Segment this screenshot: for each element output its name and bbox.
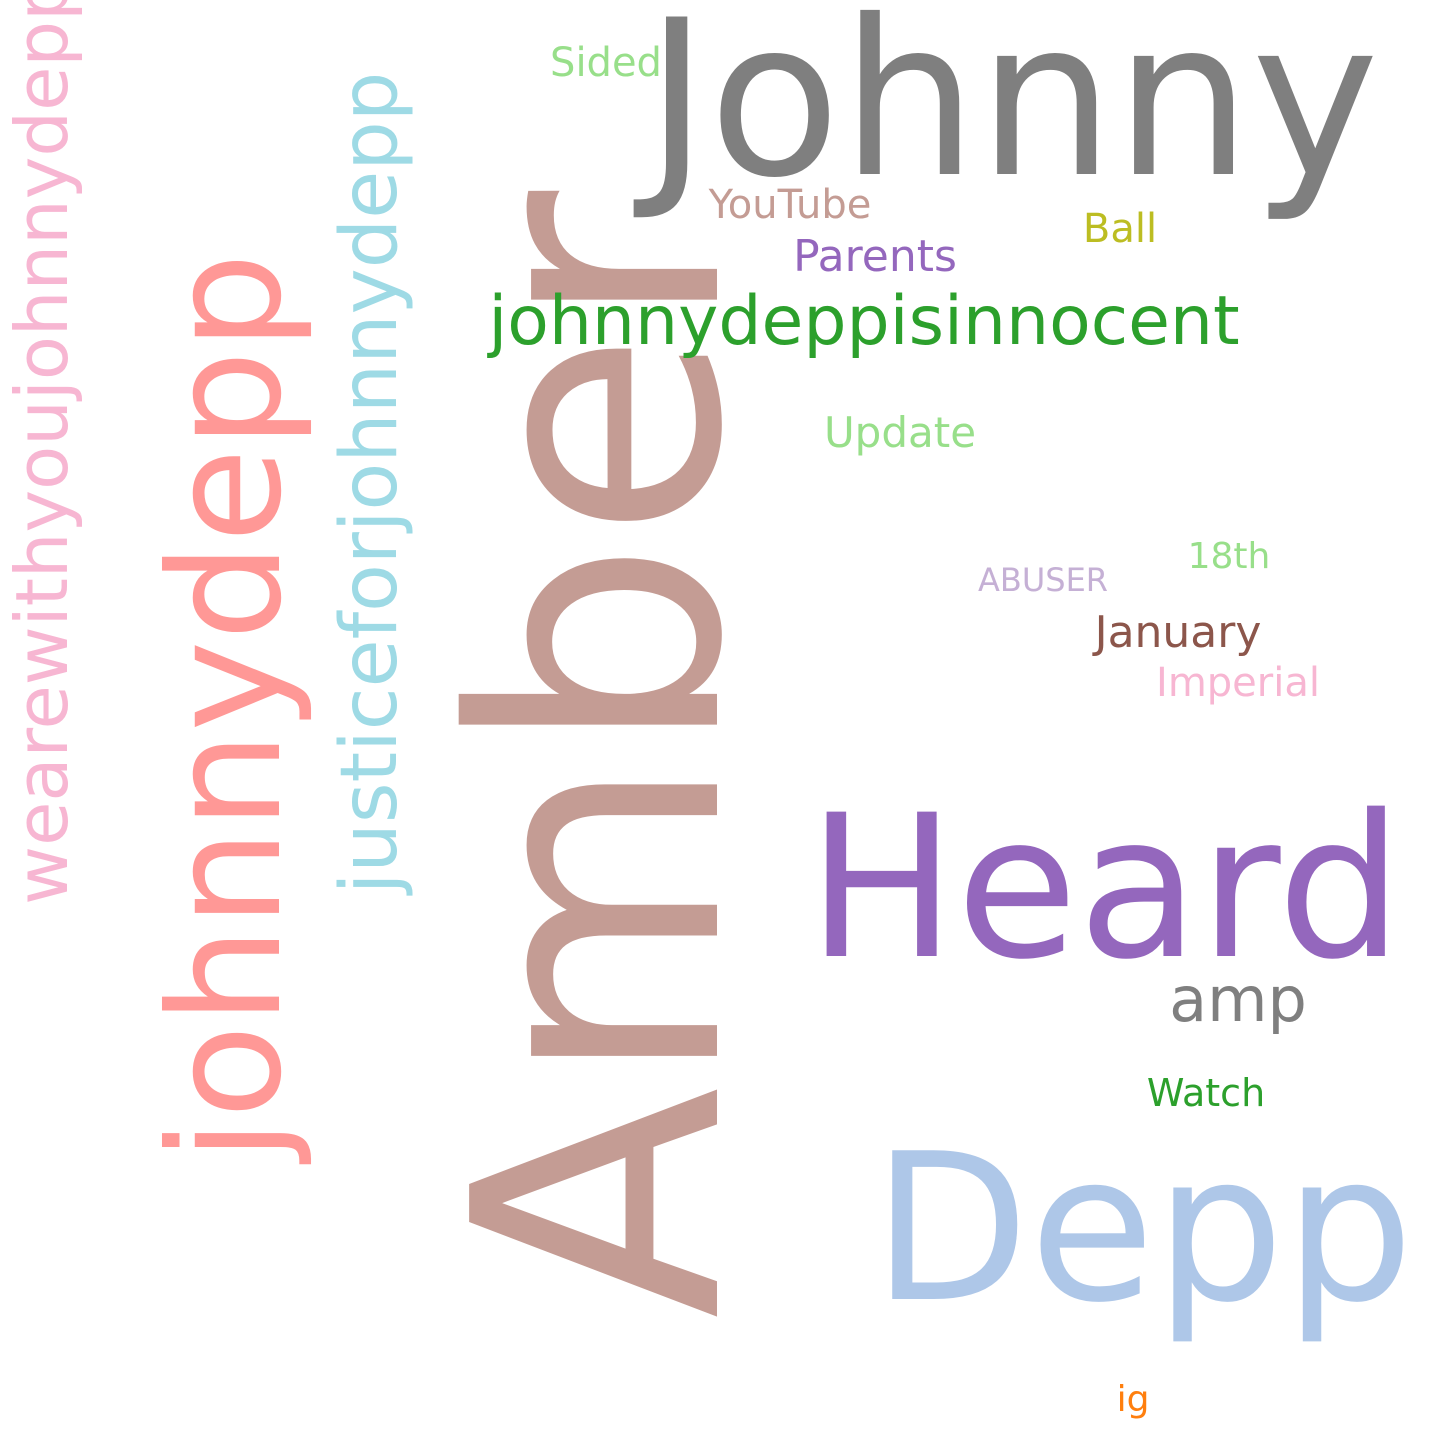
word-johnny: Johnny xyxy=(644,0,1380,225)
word-imperial: Imperial xyxy=(1156,660,1320,706)
word-youtube: YouTube xyxy=(708,182,872,228)
word-watch: Watch xyxy=(1146,1071,1266,1115)
word-wearewithyoujohnnydepp: wearewithyoujohnnydepp xyxy=(0,0,84,905)
word-johnnydeppisinnocent: johnnydeppisinnocent xyxy=(488,282,1240,361)
word-justiceforjohnnydepp: justiceforjohnnydepp xyxy=(325,71,415,895)
word-ball: Ball xyxy=(1082,206,1158,252)
word-update: Update xyxy=(823,408,977,457)
word-18th: 18th xyxy=(1187,536,1271,577)
word-abuser: ABUSER xyxy=(977,561,1109,599)
word-sided: Sided xyxy=(550,40,662,86)
word-amp: amp xyxy=(1169,963,1307,1036)
word-parents: Parents xyxy=(793,231,957,282)
word-january: January xyxy=(1094,607,1262,658)
word-ig: ig xyxy=(1116,1379,1150,1420)
word-heard: Heard xyxy=(807,772,1403,1003)
word-depp: Depp xyxy=(872,1111,1414,1348)
word-johnnydepp: johnnydepp xyxy=(137,252,316,1162)
